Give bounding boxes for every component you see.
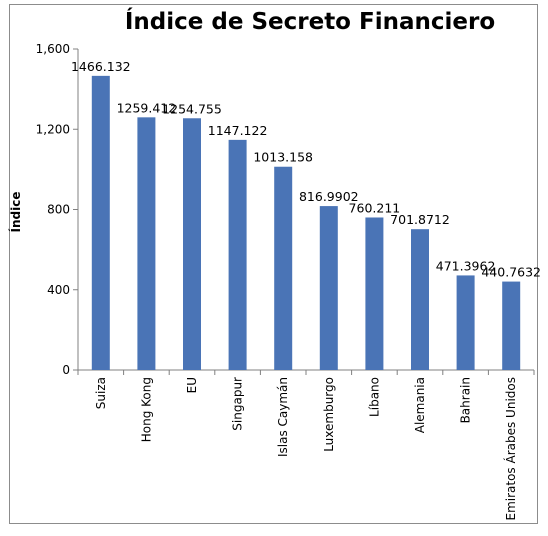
data-label: 816.9902 bbox=[299, 189, 359, 204]
y-tick-label: 0 bbox=[62, 363, 70, 377]
bar bbox=[274, 166, 293, 370]
category-label: Alemania bbox=[413, 377, 427, 433]
y-tick-label: 1,200 bbox=[36, 122, 70, 136]
bar bbox=[183, 118, 201, 371]
data-label: 1259.412 bbox=[117, 100, 177, 115]
y-tick-label: 1,600 bbox=[36, 42, 70, 56]
category-label: Hong Kong bbox=[139, 377, 153, 442]
x-axis: Suiza Hong Kong EU Singapur Islas Caymán Luxe… bbox=[77, 369, 535, 521]
bar bbox=[456, 275, 475, 370]
data-label: 1013.158 bbox=[253, 150, 313, 165]
y-tick-label: 800 bbox=[47, 203, 70, 217]
category-label: EU bbox=[185, 377, 199, 393]
data-label: 1254.755 bbox=[162, 101, 222, 116]
data-label: 760.211 bbox=[349, 200, 401, 215]
data-label: 471.3962 bbox=[436, 258, 496, 273]
chart-title: Índice de Secreto Financiero bbox=[125, 7, 495, 35]
category-label: Luxemburgo bbox=[322, 377, 336, 452]
category-label: Bahrain bbox=[459, 377, 473, 423]
data-label: 440.7632 bbox=[481, 265, 541, 280]
y-tick-label: 400 bbox=[47, 283, 70, 297]
bar bbox=[228, 139, 247, 370]
bar bbox=[319, 206, 338, 370]
bar bbox=[91, 75, 110, 370]
category-label: Singapur bbox=[231, 377, 245, 431]
bar bbox=[411, 229, 429, 370]
category-label: Suiza bbox=[94, 377, 108, 409]
bar bbox=[137, 117, 156, 370]
y-axis: 0 400 800 1,200 1,600 bbox=[36, 42, 79, 377]
category-label: Emiratos Árabes Unidos bbox=[503, 377, 518, 521]
category-label: Líbano bbox=[367, 377, 381, 417]
data-label: 701.8712 bbox=[390, 212, 450, 227]
bars bbox=[91, 75, 521, 371]
category-label: Islas Caymán bbox=[276, 377, 290, 457]
bar bbox=[502, 281, 521, 370]
data-label: 1466.132 bbox=[71, 59, 131, 74]
y-axis-title: Índice bbox=[8, 192, 23, 233]
bar bbox=[365, 217, 384, 370]
data-label: 1147.122 bbox=[208, 123, 268, 138]
